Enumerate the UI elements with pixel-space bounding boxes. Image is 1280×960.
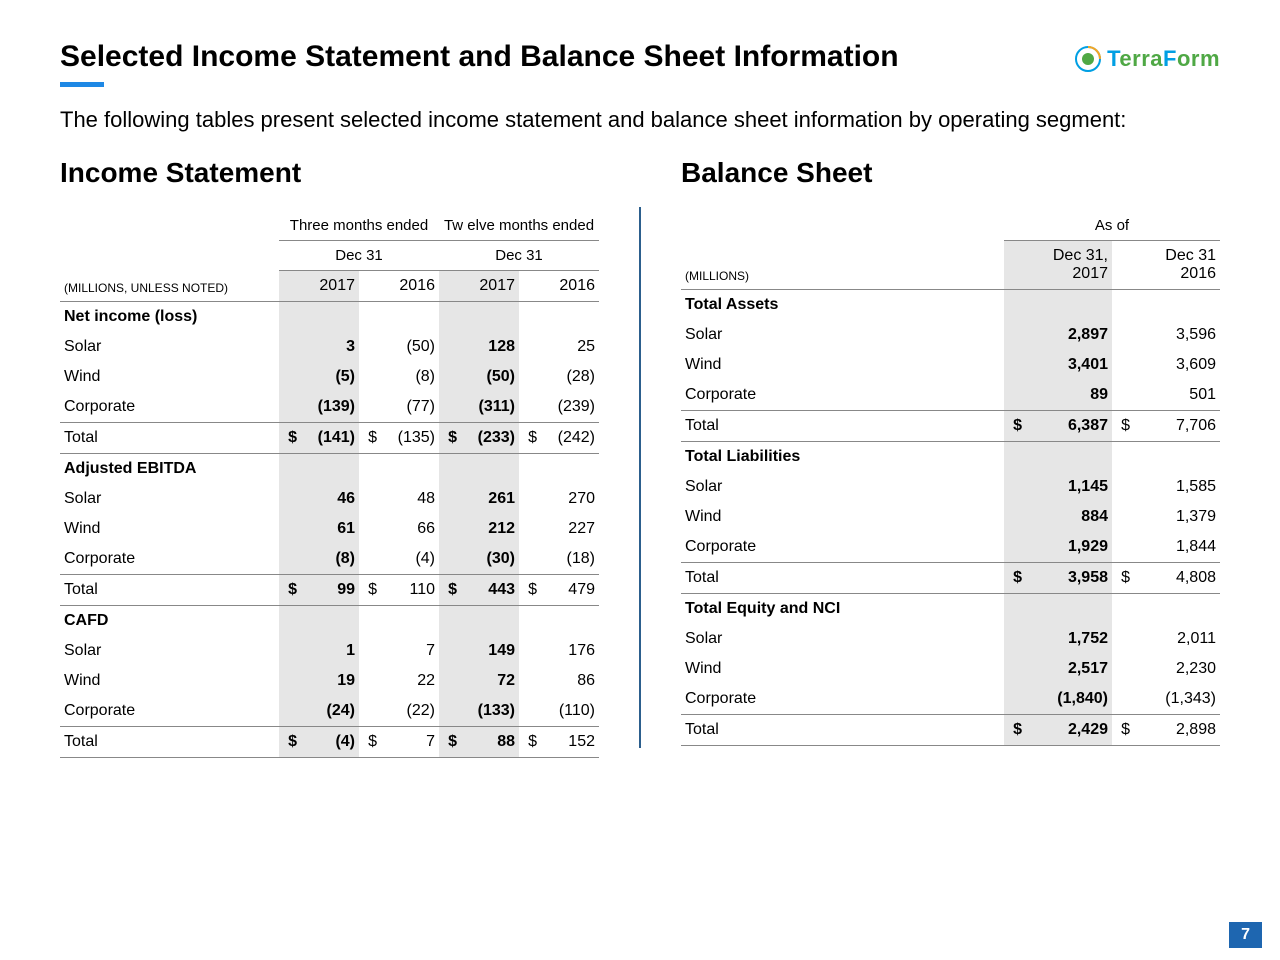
yr-2016-b: 2016 xyxy=(537,270,599,301)
table-row: Corporate(8)(4)(30)(18) xyxy=(60,544,599,575)
total-row: Total$(4)$7$88$152 xyxy=(60,726,599,757)
table-row: Corporate89501 xyxy=(681,380,1220,411)
balance-sheet-column: Balance Sheet As of (MILLIONS) Dec 31, 2… xyxy=(681,157,1220,758)
section-header-row: Total Assets xyxy=(681,289,1220,320)
bal-col2: Dec 31 2016 xyxy=(1130,240,1220,289)
income-title: Income Statement xyxy=(60,157,599,189)
yr-2017-b: 2017 xyxy=(457,270,519,301)
logo-text: TerraForm xyxy=(1107,46,1220,72)
table-row: Solar17149176 xyxy=(60,636,599,666)
hdr-three-months: Three months ended xyxy=(279,211,439,241)
yr-2017-a: 2017 xyxy=(297,270,359,301)
hdr-dec31-b: Dec 31 xyxy=(439,240,599,270)
globe-icon xyxy=(1075,46,1101,72)
table-row: Corporate(24)(22)(133)(110) xyxy=(60,696,599,727)
hdr-twelve-months: Tw elve months ended xyxy=(439,211,599,241)
yr-2016-a: 2016 xyxy=(377,270,439,301)
section-header-row: Total Liabilities xyxy=(681,441,1220,472)
table-row: Wind8841,379 xyxy=(681,502,1220,532)
section-header-row: Adjusted EBITDA xyxy=(60,453,599,484)
balance-note: (MILLIONS) xyxy=(681,240,1004,289)
hdr-asof: As of xyxy=(1004,211,1220,241)
accent-bar xyxy=(60,82,104,87)
bal-col1: Dec 31, 2017 xyxy=(1022,240,1112,289)
table-row: Wind6166212227 xyxy=(60,514,599,544)
table-row: Wind2,5172,230 xyxy=(681,654,1220,684)
intro-text: The following tables present selected in… xyxy=(60,105,1220,135)
total-row: Total$(141)$(135)$(233)$(242) xyxy=(60,422,599,453)
table-row: Wind3,4013,609 xyxy=(681,350,1220,380)
page-title: Selected Income Statement and Balance Sh… xyxy=(60,40,899,74)
column-divider xyxy=(639,207,641,748)
total-row: Total$2,429$2,898 xyxy=(681,714,1220,745)
table-row: Wind(5)(8)(50)(28) xyxy=(60,362,599,392)
income-statement-column: Income Statement Three months ended Tw e… xyxy=(60,157,599,758)
section-header-row: Net income (loss) xyxy=(60,301,599,332)
total-row: Total$3,958$4,808 xyxy=(681,562,1220,593)
table-row: Solar1,1451,585 xyxy=(681,472,1220,502)
section-header-row: CAFD xyxy=(60,605,599,636)
balance-title: Balance Sheet xyxy=(681,157,1220,189)
table-row: Solar1,7522,011 xyxy=(681,624,1220,654)
total-row: Total$6,387$7,706 xyxy=(681,410,1220,441)
hdr-dec31-a: Dec 31 xyxy=(279,240,439,270)
table-row: Solar4648261270 xyxy=(60,484,599,514)
table-row: Corporate(1,840)(1,343) xyxy=(681,684,1220,715)
table-row: Solar3(50)12825 xyxy=(60,332,599,362)
company-logo: TerraForm xyxy=(1075,46,1220,72)
table-row: Solar2,8973,596 xyxy=(681,320,1220,350)
income-table: Three months ended Tw elve months ended … xyxy=(60,211,599,758)
table-row: Wind19227286 xyxy=(60,666,599,696)
balance-table: As of (MILLIONS) Dec 31, 2017 Dec 31 201… xyxy=(681,211,1220,746)
page-number: 7 xyxy=(1229,922,1262,948)
total-row: Total$99$110$443$479 xyxy=(60,574,599,605)
table-row: Corporate(139)(77)(311)(239) xyxy=(60,392,599,423)
section-header-row: Total Equity and NCI xyxy=(681,593,1220,624)
table-row: Corporate1,9291,844 xyxy=(681,532,1220,563)
income-note: (MILLIONS, UNLESS NOTED) xyxy=(60,270,279,301)
